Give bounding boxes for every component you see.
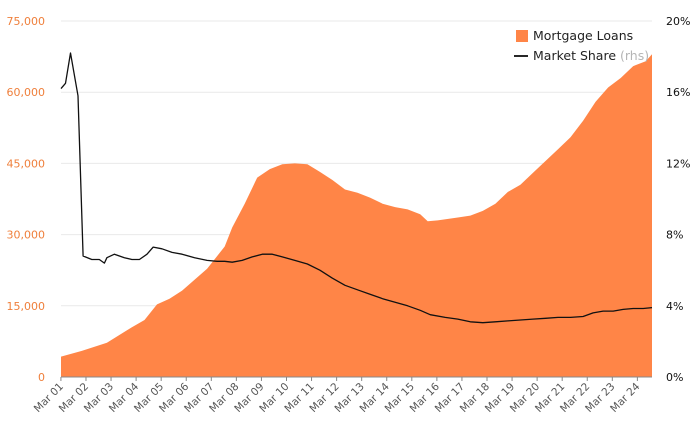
left-tick-label: 75,000 [7,15,46,28]
right-tick-label: 20% [666,15,690,28]
mortgage-loans-area [61,54,652,377]
market-share-line [60,52,653,324]
legend-swatch-mortgage-loans [516,30,528,42]
legend-market-share-name: Market Share [533,48,616,63]
right-tick-label: 8% [666,229,683,242]
legend-label-market-share: Market Share (rhs) [533,48,649,63]
market-share-line-layer [60,52,653,324]
left-tick-label: 30,000 [7,229,46,242]
left-tick-label: 15,000 [7,300,46,313]
right-tick-label: 12% [666,157,690,170]
legend-market-share-suffix: (rhs) [620,48,649,63]
legend: Mortgage Loans Market Share (rhs) [514,28,649,63]
left-tick-label: 60,000 [7,86,46,99]
legend-label-mortgage-loans: Mortgage Loans [533,28,633,43]
right-tick-label: 0% [666,371,683,384]
right-tick-label: 16% [666,86,690,99]
left-tick-label: 45,000 [7,157,46,170]
right-axis-ticks: 0% 4% 8% 12% 16% 20% [666,15,690,384]
left-axis-ticks: 0 15,000 30,000 45,000 60,000 75,000 [7,15,46,384]
right-tick-label: 4% [666,300,683,313]
left-tick-label: 0 [38,371,45,384]
mortgage-loans-area-layer [61,54,652,377]
